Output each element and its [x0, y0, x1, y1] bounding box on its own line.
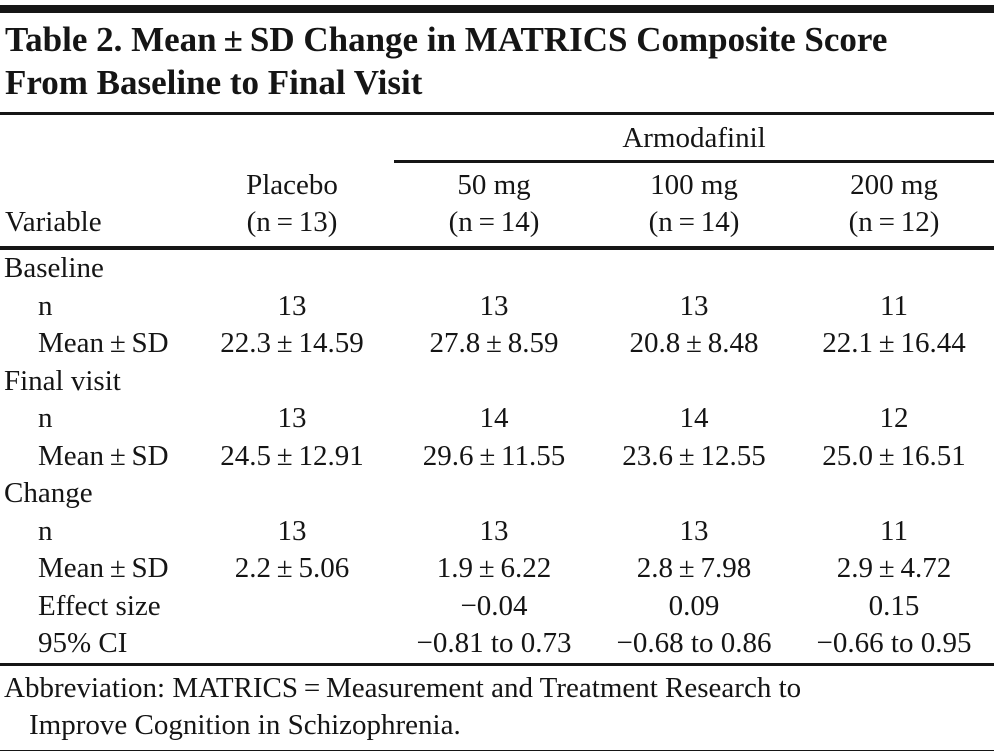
data-row-effect-size: Effect size −0.04 0.09 0.15: [0, 588, 994, 626]
cell: [190, 588, 394, 626]
cell: 11: [880, 289, 908, 322]
cell: 20.8 ± 8.48: [629, 327, 759, 359]
group-header-row: Armodafinil: [0, 115, 994, 163]
column-sample-size: (n = 13): [246, 206, 338, 238]
cell: 22.1 ± 16.44: [822, 327, 966, 359]
column-header-placebo: Placebo (n = 13): [190, 161, 394, 250]
top-rule: [0, 5, 994, 13]
cell: 23.6 ± 12.55: [622, 439, 766, 472]
column-name: 50 mg: [457, 169, 531, 201]
group-header-armodafinil: Armodafinil: [394, 115, 994, 163]
row-label: n: [38, 402, 53, 434]
table-footnote: Abbreviation: MATRICS = Measurement and …: [0, 666, 994, 749]
cell: 13: [479, 289, 509, 322]
row-label: Mean ± SD: [38, 327, 169, 359]
data-row-final-n: n 13 14 14 12: [0, 400, 994, 438]
table-title: Table 2. Mean ± SD Change in MATRICS Com…: [0, 13, 994, 112]
row-label: Mean ± SD: [38, 439, 169, 472]
section-label: Final visit: [4, 364, 121, 397]
cell: 2.2 ± 5.06: [234, 552, 350, 584]
section-row-change: Change: [0, 475, 994, 513]
row-label: 95% CI: [38, 627, 128, 659]
column-header-variable: Variable: [0, 161, 190, 250]
cell: −0.81 to 0.73: [416, 627, 572, 659]
cell: 2.9 ± 4.72: [836, 552, 952, 584]
column-header-row: Variable Placebo (n = 13) 50 mg (n = 14)…: [0, 161, 994, 250]
column-header-100mg: 100 mg (n = 14): [594, 161, 794, 250]
bottom-rule: [0, 749, 994, 751]
row-label: Effect size: [38, 589, 161, 622]
cell: 14: [479, 402, 509, 434]
data-table: Armodafinil Variable Placebo (n = 13) 50…: [0, 115, 994, 663]
cell: 27.8 ± 8.59: [429, 327, 559, 359]
column-sample-size: (n = 14): [648, 206, 740, 238]
column-sample-size: (n = 14): [448, 206, 540, 238]
data-row-final-mean: Mean ± SD 24.5 ± 12.91 29.6 ± 11.55 23.6…: [0, 438, 994, 476]
cell: [190, 625, 394, 663]
table-title-line1: Table 2. Mean ± SD Change in MATRICS Com…: [5, 20, 888, 59]
section-label: Change: [4, 477, 93, 509]
table-title-line2: From Baseline to Final Visit: [5, 63, 423, 102]
row-label: Mean ± SD: [38, 552, 169, 584]
cell: 25.0 ± 16.51: [822, 439, 966, 472]
cell: 13: [277, 514, 307, 547]
cell: −0.66 to 0.95: [816, 627, 972, 659]
cell: 24.5 ± 12.91: [220, 439, 364, 472]
data-row-baseline-n: n 13 13 13 11: [0, 288, 994, 326]
data-row-95ci: 95% CI −0.81 to 0.73 −0.68 to 0.86 −0.66…: [0, 625, 994, 663]
footnote-separator-rule: [0, 662, 994, 666]
group-header-spacer: [0, 115, 394, 162]
column-sample-size: (n = 12): [848, 206, 940, 238]
section-label: Baseline: [4, 252, 104, 284]
cell: 2.8 ± 7.98: [636, 552, 752, 584]
row-label: n: [38, 514, 53, 547]
column-name: 200 mg: [850, 169, 938, 201]
footnote-line1: Abbreviation: MATRICS = Measurement and …: [4, 671, 802, 704]
data-row-change-mean: Mean ± SD 2.2 ± 5.06 1.9 ± 6.22 2.8 ± 7.…: [0, 550, 994, 588]
cell: 13: [277, 289, 307, 322]
column-header-50mg: 50 mg (n = 14): [394, 161, 594, 250]
cell: 1.9 ± 6.22: [436, 552, 552, 584]
data-row-baseline-mean: Mean ± SD 22.3 ± 14.59 27.8 ± 8.59 20.8 …: [0, 325, 994, 363]
cell: 11: [880, 514, 908, 547]
cell: 12: [879, 402, 909, 434]
row-label: n: [38, 289, 53, 322]
column-header-200mg: 200 mg (n = 12): [794, 161, 994, 250]
cell: 13: [679, 514, 709, 547]
cell: 0.09: [668, 589, 720, 622]
cell: 14: [679, 402, 709, 434]
title-separator-rule: [0, 112, 994, 115]
cell: 0.15: [868, 589, 920, 622]
cell: 22.3 ± 14.59: [220, 327, 364, 359]
cell: 13: [679, 289, 709, 322]
cell: 13: [479, 514, 509, 547]
column-name: 100 mg: [650, 169, 738, 201]
cell: −0.04: [460, 589, 528, 622]
section-row-baseline: Baseline: [0, 248, 994, 288]
cell: 29.6 ± 11.55: [422, 439, 566, 472]
section-row-final-visit: Final visit: [0, 363, 994, 401]
footnote-line2: Improve Cognition in Schizophrenia.: [29, 708, 461, 741]
column-name: Placebo: [246, 169, 338, 201]
data-row-change-n: n 13 13 13 11: [0, 513, 994, 551]
cell: −0.68 to 0.86: [616, 627, 772, 659]
cell: 13: [277, 402, 307, 434]
